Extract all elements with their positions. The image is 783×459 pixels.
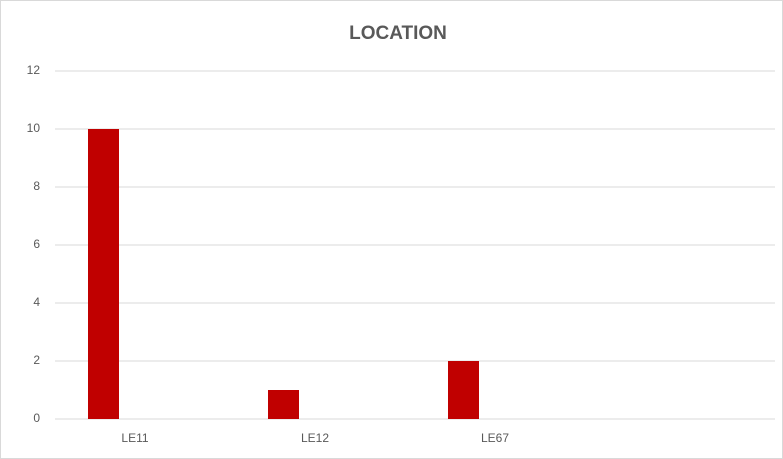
y-tick-label: 12 [27, 63, 41, 77]
y-tick-label: 6 [33, 237, 40, 251]
chart-title: LOCATION [349, 23, 447, 44]
x-tick-label: LE11 [121, 431, 148, 445]
x-tick-label: LE12 [301, 431, 329, 445]
y-tick-label: 10 [27, 121, 41, 135]
y-tick-label: 8 [33, 179, 40, 193]
y-tick-label: 2 [33, 353, 40, 367]
bar [88, 129, 119, 419]
x-tick-label: LE67 [481, 431, 509, 445]
y-tick-label: 4 [33, 295, 40, 309]
bar [268, 390, 299, 419]
bar [448, 361, 479, 419]
y-tick-label: 0 [33, 411, 40, 425]
